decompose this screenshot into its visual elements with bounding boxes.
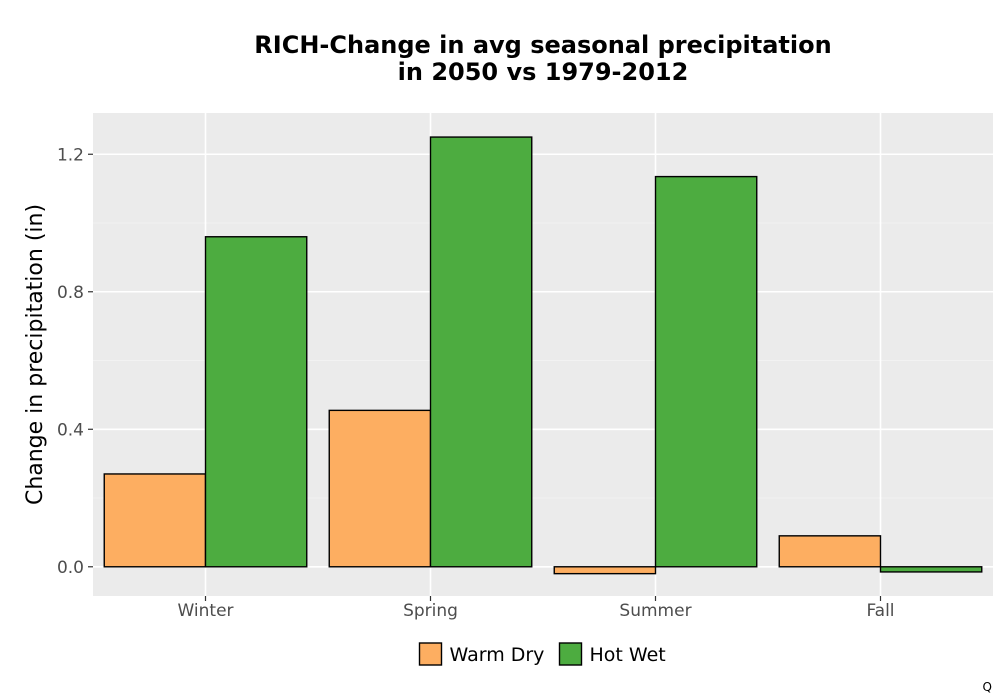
bar-warm-dry-spring (328, 409, 432, 568)
chart-title-line-1: RICH-Change in avg seasonal precipitatio… (254, 31, 832, 59)
legend-key-hot-wet (558, 642, 583, 666)
y-axis-title: Change in precipitation (in) (23, 204, 48, 505)
x-tick-label: Fall (866, 601, 894, 621)
corner-mark: Q (982, 680, 992, 694)
bar-warm-dry-fall (778, 535, 882, 568)
y-tick-label: 1.2 (57, 145, 84, 165)
chart-title: RICH-Change in avg seasonal precipitatio… (93, 32, 993, 86)
bar-hot-wet-summer (654, 175, 758, 568)
x-tick-label: Winter (177, 601, 233, 621)
legend-label-hot-wet: Hot Wet (590, 644, 666, 666)
bar-warm-dry-winter (103, 473, 207, 568)
y-tick-label: 0.0 (57, 558, 84, 578)
bar-warm-dry-summer (553, 566, 657, 575)
y-tick-label: 0.4 (57, 420, 84, 440)
bar-hot-wet-fall (879, 566, 983, 573)
x-tick-label: Spring (403, 601, 458, 621)
legend-label-warm-dry: Warm Dry (450, 644, 545, 666)
bar-hot-wet-winter (204, 236, 308, 568)
x-tick-label: Summer (619, 601, 691, 621)
chart-title-line-2: in 2050 vs 1979-2012 (397, 58, 689, 86)
y-tick-label: 0.8 (57, 283, 84, 303)
legend-key-warm-dry (418, 642, 443, 666)
bar-hot-wet-spring (429, 136, 533, 568)
